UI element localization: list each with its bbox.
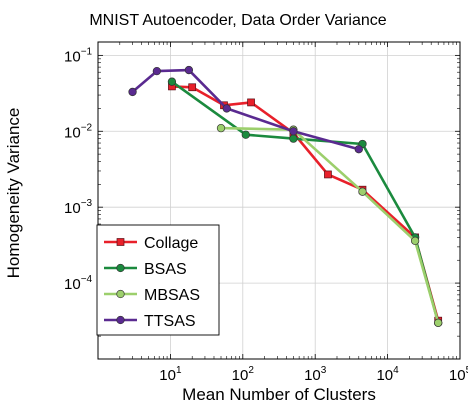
data-point-bsas xyxy=(289,134,298,143)
data-point-collage xyxy=(324,170,332,179)
data-point-ttsas xyxy=(152,66,162,76)
x-tick-label: 102 xyxy=(232,365,255,384)
data-point-collage xyxy=(247,98,255,107)
series-ttsas xyxy=(128,65,363,154)
legend-label-bsas: BSAS xyxy=(144,261,187,278)
legend-marker-bsas xyxy=(116,263,125,273)
data-point-mbsas xyxy=(216,123,226,133)
chart-title: MNIST Autoencoder, Data Order Variance xyxy=(89,12,386,29)
plot-frame xyxy=(97,41,461,360)
data-point-bsas xyxy=(241,130,250,139)
data-point-mbsas xyxy=(410,236,420,246)
x-axis-label: Mean Number of Clusters xyxy=(182,385,376,404)
x-tick-label: 105 xyxy=(449,365,468,384)
y-axis-label: Homogeneity Variance xyxy=(4,108,23,279)
legend-marker-ttsas xyxy=(116,315,125,325)
y-tick-label: 10−3 xyxy=(64,198,93,217)
series-layer xyxy=(128,65,443,327)
legend-label-mbsas: MBSAS xyxy=(144,287,200,304)
legend-marker-collage xyxy=(116,238,125,246)
y-tick-label: 10−1 xyxy=(64,46,93,65)
data-point-collage xyxy=(188,83,197,92)
x-tick-label: 101 xyxy=(159,365,182,384)
data-point-ttsas xyxy=(354,145,363,154)
x-tick-label: 104 xyxy=(376,365,399,384)
data-point-mbsas xyxy=(434,318,443,327)
data-point-ttsas xyxy=(128,87,137,97)
legend-label-ttsas: TTSAS xyxy=(144,313,196,330)
legend-marker-mbsas xyxy=(116,289,125,299)
data-point-bsas xyxy=(167,77,177,86)
legend: Collage BSAS MBSAS TTSAS xyxy=(96,224,220,336)
y-tick-label: 10−2 xyxy=(64,122,93,141)
data-point-ttsas xyxy=(222,104,231,113)
data-point-ttsas xyxy=(289,127,298,136)
data-point-mbsas xyxy=(358,187,367,196)
y-tick-label: 10−4 xyxy=(64,274,93,293)
series-line-mbsas xyxy=(220,126,440,324)
legend-label-collage: Collage xyxy=(144,235,198,252)
x-tick-label: 103 xyxy=(304,365,327,384)
series-line-ttsas xyxy=(131,68,360,151)
data-point-ttsas xyxy=(184,65,194,75)
